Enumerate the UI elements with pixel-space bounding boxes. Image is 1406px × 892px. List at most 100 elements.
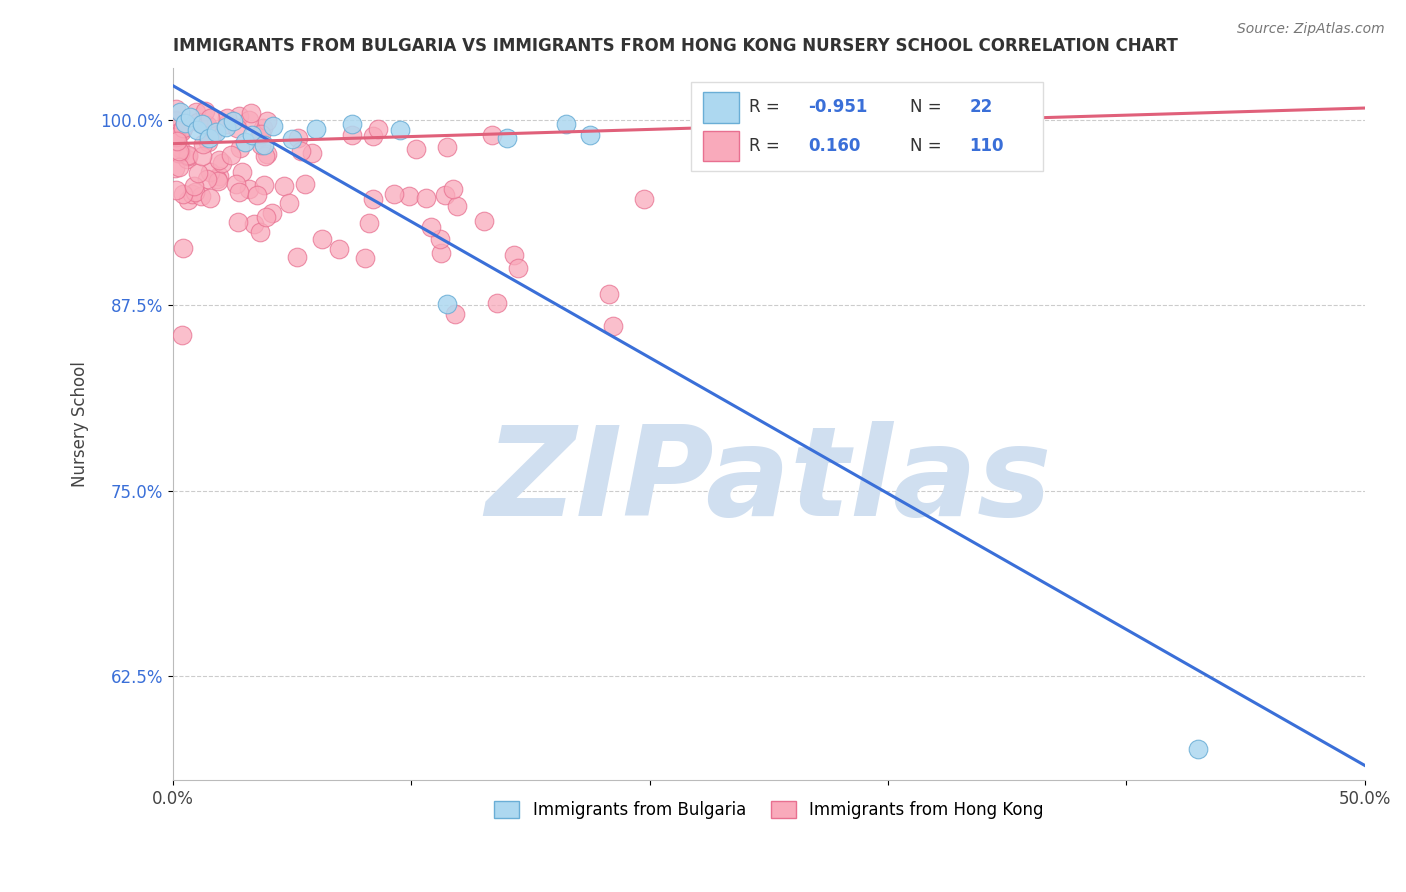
Point bbox=[179, 110, 201, 124]
Text: -0.951: -0.951 bbox=[808, 98, 868, 116]
Point bbox=[444, 307, 467, 321]
Point bbox=[177, 148, 200, 162]
Point bbox=[633, 193, 655, 207]
Text: R =: R = bbox=[748, 136, 779, 154]
Point bbox=[208, 169, 231, 183]
Point bbox=[165, 130, 187, 145]
Point bbox=[198, 130, 221, 145]
Point bbox=[340, 128, 363, 142]
Text: 22: 22 bbox=[969, 98, 993, 116]
Point bbox=[194, 104, 217, 119]
Point bbox=[243, 217, 266, 231]
Point bbox=[256, 147, 278, 161]
Point bbox=[166, 134, 188, 148]
Point bbox=[420, 219, 443, 234]
Point bbox=[165, 128, 187, 142]
Point bbox=[429, 246, 451, 260]
Point bbox=[446, 198, 468, 212]
Text: IMMIGRANTS FROM BULGARIA VS IMMIGRANTS FROM HONG KONG NURSERY SCHOOL CORRELATION: IMMIGRANTS FROM BULGARIA VS IMMIGRANTS F… bbox=[173, 37, 1178, 55]
Point bbox=[441, 182, 464, 196]
Point bbox=[238, 113, 260, 128]
Point bbox=[367, 122, 389, 136]
Point bbox=[169, 146, 191, 161]
Point bbox=[200, 191, 222, 205]
Point bbox=[249, 127, 271, 141]
Point bbox=[226, 215, 249, 229]
Point bbox=[253, 138, 276, 153]
Point bbox=[382, 186, 405, 201]
Point bbox=[436, 297, 458, 311]
Point bbox=[555, 117, 578, 131]
Point bbox=[281, 132, 304, 146]
Point bbox=[247, 129, 270, 144]
Point bbox=[198, 128, 221, 142]
Point bbox=[165, 113, 187, 128]
Point bbox=[602, 319, 624, 334]
Point bbox=[328, 242, 350, 256]
Point bbox=[169, 125, 191, 139]
Point bbox=[187, 166, 209, 180]
Point bbox=[214, 120, 236, 135]
Point bbox=[166, 126, 188, 140]
Point bbox=[415, 191, 437, 205]
Point bbox=[169, 141, 191, 155]
Point bbox=[354, 251, 377, 265]
Point bbox=[290, 145, 312, 159]
Point bbox=[472, 213, 495, 227]
Point bbox=[197, 171, 219, 186]
Point bbox=[249, 225, 271, 239]
Text: 110: 110 bbox=[969, 136, 1004, 154]
Point bbox=[177, 149, 200, 163]
Point bbox=[305, 121, 328, 136]
Point bbox=[174, 116, 197, 130]
Point bbox=[388, 123, 411, 137]
Point bbox=[170, 327, 193, 342]
Point bbox=[190, 188, 212, 202]
Point bbox=[254, 210, 277, 224]
Point bbox=[169, 105, 191, 120]
Point bbox=[187, 115, 209, 129]
Legend: Immigrants from Bulgaria, Immigrants from Hong Kong: Immigrants from Bulgaria, Immigrants fro… bbox=[488, 794, 1050, 825]
Point bbox=[172, 121, 194, 136]
Point bbox=[228, 109, 250, 123]
Point bbox=[211, 156, 233, 170]
Point bbox=[205, 172, 228, 186]
Text: 0.160: 0.160 bbox=[808, 136, 860, 154]
Point bbox=[165, 161, 187, 176]
Point bbox=[190, 117, 212, 131]
Point bbox=[197, 135, 219, 149]
Point bbox=[485, 296, 508, 310]
Point bbox=[240, 128, 263, 142]
Point bbox=[260, 206, 283, 220]
Point bbox=[301, 145, 323, 160]
Point bbox=[429, 232, 451, 246]
Point bbox=[277, 195, 299, 210]
Point bbox=[254, 149, 277, 163]
Point bbox=[398, 189, 420, 203]
Point bbox=[167, 144, 190, 158]
Point bbox=[167, 146, 190, 161]
Point bbox=[340, 117, 363, 131]
Bar bbox=[703, 130, 740, 161]
Point bbox=[287, 131, 309, 145]
Point bbox=[579, 128, 602, 142]
Point bbox=[221, 114, 243, 128]
Point bbox=[294, 177, 316, 191]
Point bbox=[191, 149, 214, 163]
Point bbox=[252, 121, 274, 136]
Point bbox=[240, 106, 263, 120]
Bar bbox=[703, 92, 740, 123]
Point bbox=[177, 193, 200, 207]
Point bbox=[217, 111, 239, 125]
Point bbox=[194, 120, 217, 135]
Point bbox=[221, 148, 243, 162]
Point bbox=[165, 133, 187, 147]
Point bbox=[273, 178, 295, 193]
Point bbox=[172, 122, 194, 136]
Text: N =: N = bbox=[910, 98, 941, 116]
Point bbox=[231, 165, 253, 179]
Point bbox=[201, 127, 224, 141]
Point bbox=[200, 112, 222, 126]
Point bbox=[233, 135, 256, 149]
Point bbox=[198, 165, 221, 179]
